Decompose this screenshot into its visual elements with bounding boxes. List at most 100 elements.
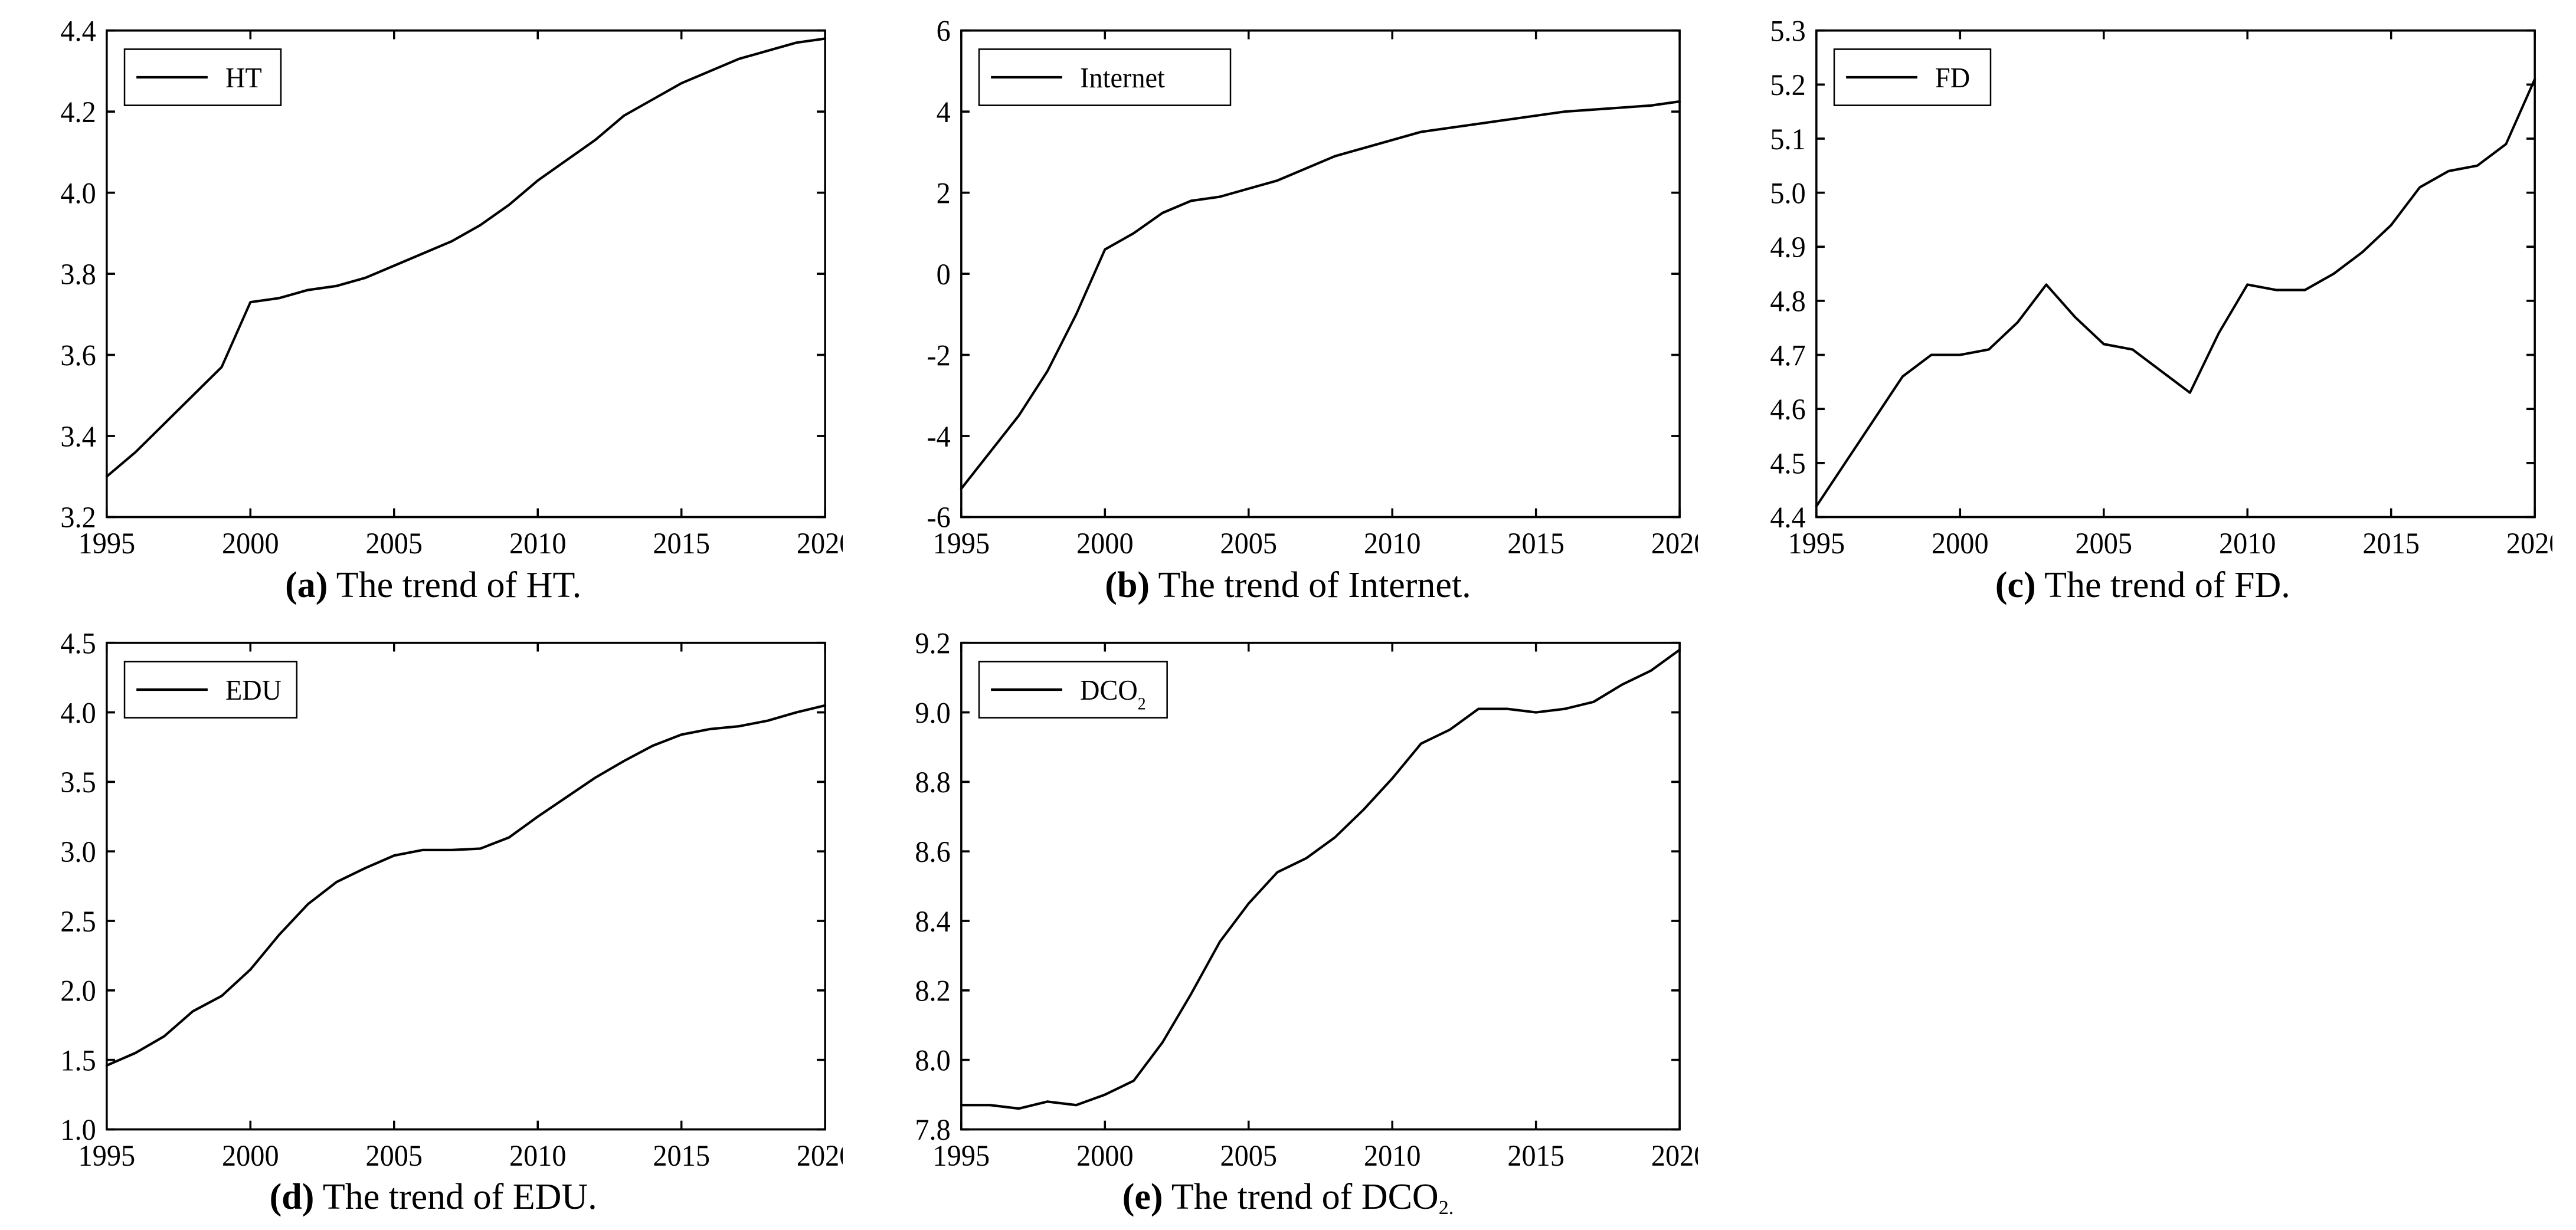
series-line <box>961 101 1680 488</box>
y-tick-label: -6 <box>927 501 951 534</box>
caption-d: (d) The trend of EDU. <box>270 1176 597 1218</box>
x-tick-label: 2020 <box>2506 527 2552 560</box>
x-tick-label: 2000 <box>222 1139 279 1172</box>
chart-wrap-e: 1995200020052010201520207.88.08.28.48.68… <box>878 624 1697 1173</box>
y-tick-label: 4.4 <box>60 14 96 47</box>
chart-e: 1995200020052010201520207.88.08.28.48.68… <box>878 624 1697 1173</box>
y-tick-label: 9.2 <box>915 627 951 660</box>
series-line <box>1816 79 2535 506</box>
x-tick-label: 2005 <box>1220 527 1278 560</box>
caption-c: (c) The trend of FD. <box>1995 565 2290 606</box>
chart-wrap-b: 199520002005201020152020-6-4-20246Intern… <box>878 12 1697 561</box>
chart-wrap-c: 1995200020052010201520204.44.54.64.74.84… <box>1733 12 2552 561</box>
x-tick-label: 2010 <box>1364 1139 1421 1172</box>
series-line <box>107 705 825 1065</box>
x-tick-label: 2005 <box>365 527 423 560</box>
y-tick-label: 2.5 <box>60 904 96 937</box>
x-tick-label: 2005 <box>365 1139 423 1172</box>
caption-sub: 2. <box>1439 1197 1454 1219</box>
x-tick-label: 2000 <box>1932 527 1989 560</box>
legend-label: HT <box>225 63 262 94</box>
panel-grid: 1995200020052010201520203.23.43.63.84.04… <box>0 0 2576 1230</box>
x-tick-label: 2000 <box>1076 527 1134 560</box>
panel-a: 1995200020052010201520203.23.43.63.84.04… <box>24 12 843 606</box>
y-tick-label: 6 <box>937 14 951 47</box>
empty-cell <box>1733 624 2552 1219</box>
x-tick-label: 2005 <box>1220 1139 1278 1172</box>
panel-c: 1995200020052010201520204.44.54.64.74.84… <box>1733 12 2552 606</box>
legend-label: Internet <box>1080 63 1165 94</box>
y-tick-label: 4.0 <box>60 176 96 209</box>
y-tick-label: 4.6 <box>1770 393 1805 426</box>
y-tick-label: 2.0 <box>60 974 96 1007</box>
panel-d: 1995200020052010201520201.01.52.02.53.03… <box>24 624 843 1219</box>
y-tick-label: 4.4 <box>1770 501 1805 534</box>
chart-wrap-a: 1995200020052010201520203.23.43.63.84.04… <box>24 12 843 561</box>
chart-c: 1995200020052010201520204.44.54.64.74.84… <box>1733 12 2552 561</box>
legend-label: FD <box>1935 63 1970 94</box>
chart-wrap-d: 1995200020052010201520201.01.52.02.53.03… <box>24 624 843 1173</box>
legend-label: EDU <box>225 675 282 706</box>
y-tick-label: 3.4 <box>60 420 96 453</box>
caption-text: The trend of FD. <box>2036 565 2290 605</box>
y-tick-label: 4 <box>937 96 951 129</box>
x-tick-label: 2020 <box>1651 527 1697 560</box>
y-tick-label: -2 <box>927 339 951 372</box>
x-tick-label: 2015 <box>2362 527 2420 560</box>
x-tick-label: 2000 <box>222 527 279 560</box>
x-tick-label: 2020 <box>797 527 843 560</box>
x-tick-label: 2015 <box>1508 527 1565 560</box>
y-tick-label: 2 <box>937 176 951 209</box>
x-tick-label: 2015 <box>1508 1139 1565 1172</box>
x-tick-label: 2005 <box>2075 527 2132 560</box>
y-tick-label: 4.9 <box>1770 231 1805 264</box>
caption-text: The trend of EDU. <box>314 1177 597 1217</box>
y-tick-label: 3.0 <box>60 835 96 868</box>
x-tick-label: 2010 <box>509 527 567 560</box>
caption-prefix: (a) <box>285 565 328 605</box>
caption-prefix: (e) <box>1122 1177 1163 1217</box>
y-tick-label: 8.0 <box>915 1044 951 1077</box>
y-tick-label: 3.5 <box>60 766 96 799</box>
x-tick-label: 2015 <box>653 527 710 560</box>
y-tick-label: 0 <box>937 258 951 291</box>
y-tick-label: 3.6 <box>60 339 96 372</box>
y-tick-label: 1.5 <box>60 1044 96 1077</box>
y-tick-label: 4.8 <box>1770 285 1805 318</box>
caption-a: (a) The trend of HT. <box>285 565 581 606</box>
chart-b: 199520002005201020152020-6-4-20246Intern… <box>878 12 1697 561</box>
x-tick-label: 2010 <box>509 1139 567 1172</box>
y-tick-label: 5.0 <box>1770 176 1805 209</box>
caption-prefix: (c) <box>1995 565 2036 605</box>
chart-a: 1995200020052010201520203.23.43.63.84.04… <box>24 12 843 561</box>
caption-text: The trend of DCO <box>1163 1177 1439 1217</box>
y-tick-label: 8.2 <box>915 974 951 1007</box>
x-tick-label: 2010 <box>2219 527 2276 560</box>
caption-b: (b) The trend of Internet. <box>1105 565 1471 606</box>
chart-d: 1995200020052010201520201.01.52.02.53.03… <box>24 624 843 1173</box>
y-tick-label: 4.5 <box>1770 447 1805 480</box>
caption-text: The trend of Internet. <box>1150 565 1471 605</box>
y-tick-label: 3.2 <box>60 501 96 534</box>
y-tick-label: 4.0 <box>60 696 96 729</box>
x-tick-label: 2020 <box>1651 1139 1697 1172</box>
y-tick-label: 8.8 <box>915 766 951 799</box>
y-tick-label: 4.2 <box>60 96 96 129</box>
y-tick-label: -4 <box>927 420 951 453</box>
caption-prefix: (b) <box>1105 565 1150 605</box>
y-tick-label: 5.2 <box>1770 68 1805 101</box>
y-tick-label: 5.1 <box>1770 123 1805 156</box>
x-tick-label: 2020 <box>797 1139 843 1172</box>
y-tick-label: 9.0 <box>915 696 951 729</box>
y-tick-label: 1.0 <box>60 1113 96 1146</box>
series-line <box>961 650 1680 1108</box>
x-tick-label: 2015 <box>653 1139 710 1172</box>
x-tick-label: 2010 <box>1364 527 1421 560</box>
panel-e: 1995200020052010201520207.88.08.28.48.68… <box>878 624 1697 1219</box>
y-tick-label: 8.4 <box>915 904 951 937</box>
panel-b: 199520002005201020152020-6-4-20246Intern… <box>878 12 1697 606</box>
y-tick-label: 8.6 <box>915 835 951 868</box>
y-tick-label: 7.8 <box>915 1113 951 1146</box>
y-tick-label: 4.5 <box>60 627 96 660</box>
figure: 1995200020052010201520203.23.43.63.84.04… <box>0 0 2576 1230</box>
